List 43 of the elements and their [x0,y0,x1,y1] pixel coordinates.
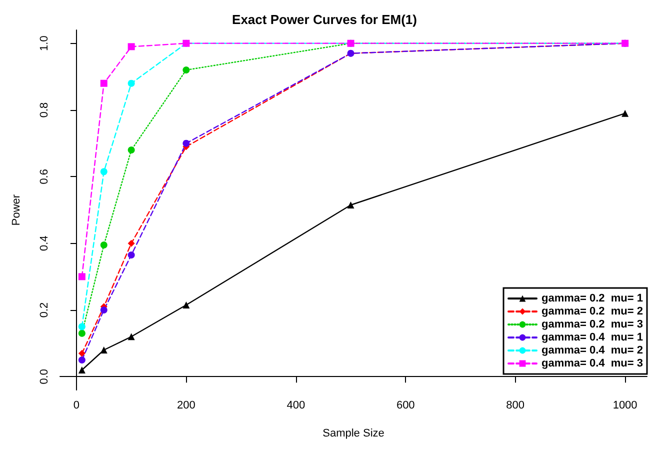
x-tick-label: 1000 [612,400,638,412]
point [182,302,190,308]
x-tick-label: 200 [177,400,196,412]
point [78,273,86,280]
y-tick-label: 0.0 [38,369,50,384]
y-tick-label: 0.4 [38,236,50,251]
point [128,80,135,87]
point [622,110,629,117]
point [347,202,354,208]
x-tick-label: 800 [506,400,525,412]
y-tick-label: 0.8 [38,102,50,118]
point [100,242,108,248]
legend-label: gamma= 0.4 mu= 1 [542,332,643,344]
y-tick-label: 0.6 [38,169,50,184]
point [100,346,108,354]
legend-label: gamma= 0.2 mu= 3 [542,318,643,330]
point [78,350,86,357]
point [78,330,86,337]
y-axis-title: Power [10,194,22,226]
point [128,43,135,50]
x-tick-label: 600 [396,400,415,412]
point [78,356,86,364]
point [128,240,135,247]
legend-label: gamma= 0.4 mu= 3 [542,358,643,370]
point [128,333,135,340]
point [182,140,190,147]
point [100,80,108,87]
point [128,146,135,154]
point [78,323,86,330]
point [128,252,135,258]
point [182,66,190,74]
chart-title: Exact Power Curves for EM(1) [232,12,417,27]
y-tick-label: 1.0 [38,36,50,51]
legend-label: gamma= 0.2 mu= 1 [542,292,643,304]
x-tick-label: 400 [286,400,306,412]
x-tick-label: 0 [73,400,80,412]
y-tick-label: 0.2 [38,302,50,318]
legend-label: gamma= 0.4 mu= 2 [542,344,643,356]
legend-label: gamma= 0.2 mu= 2 [542,306,643,318]
point [100,306,108,314]
x-axis-title: Sample Size [322,428,384,440]
point [78,366,86,374]
point [100,168,108,176]
